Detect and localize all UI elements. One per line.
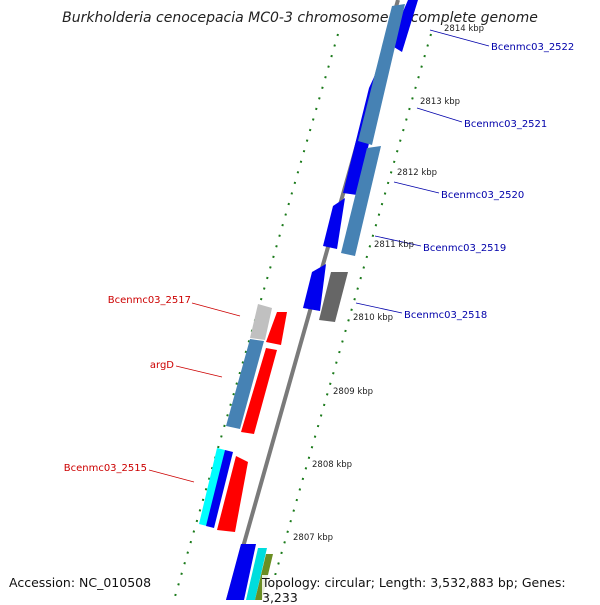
gene-label-reverse: Bcenmc03_2517 — [108, 295, 191, 306]
cds-forward-operon[interactable] — [358, 4, 405, 145]
cds-reverse-red[interactable] — [241, 348, 277, 434]
cds-reverse-steel[interactable] — [226, 339, 264, 429]
cds-forward[interactable] — [226, 544, 256, 600]
ruler-label: 2814 kbp — [444, 24, 484, 34]
ruler-label: 2811 kbp — [374, 240, 414, 250]
cds-reverse-gray[interactable] — [250, 304, 272, 340]
cds-reverse-cyan[interactable] — [199, 448, 225, 526]
ruler-label: 2810 kbp — [353, 313, 393, 323]
ruler-label: 2809 kbp — [333, 387, 373, 397]
cds-reverse-red[interactable] — [217, 456, 248, 532]
cds-forward-operon[interactable] — [341, 146, 381, 256]
map-title: Burkholderia cenocepacia MC0-3 chromosom… — [62, 10, 538, 26]
gene-label-forward: Bcenmc03_2519 — [423, 243, 506, 254]
ruler-label: 2812 kbp — [397, 168, 437, 178]
leader-line — [416, 107, 463, 123]
leader-line — [148, 469, 195, 483]
cds-forward-cyan[interactable] — [246, 548, 267, 600]
gene-label-reverse: argD — [150, 360, 174, 371]
cds-reverse-red[interactable] — [266, 312, 287, 345]
cds-reverse-blue[interactable] — [206, 450, 233, 528]
accession-text: Accession: NC_010508 — [9, 575, 152, 590]
topology-text: Topology: circular; Length: 3,532,883 bp… — [262, 575, 600, 605]
leader-line — [191, 302, 241, 317]
cds-forward-other[interactable] — [319, 272, 348, 322]
ruler-label: 2808 kbp — [312, 460, 352, 470]
gene-label-forward: Bcenmc03_2522 — [491, 42, 574, 53]
gene-label-reverse: Bcenmc03_2515 — [64, 463, 147, 474]
leader-line — [175, 365, 223, 378]
leader-line — [429, 29, 490, 47]
leader-line — [374, 235, 422, 247]
leader-line — [355, 302, 403, 314]
cds-forward[interactable] — [323, 198, 345, 249]
ruler-label: 2807 kbp — [293, 533, 333, 543]
ruler-label: 2813 kbp — [420, 97, 460, 107]
gene-label-forward: Bcenmc03_2521 — [464, 119, 547, 130]
leader-line — [393, 181, 440, 194]
cds-forward[interactable] — [303, 264, 326, 311]
gene-label-forward: Bcenmc03_2520 — [441, 190, 524, 201]
gene-label-forward: Bcenmc03_2518 — [404, 310, 487, 321]
